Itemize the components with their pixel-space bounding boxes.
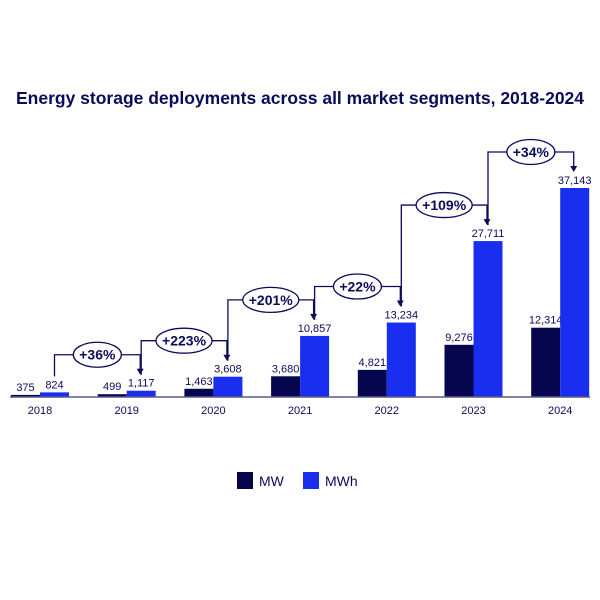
data-label-mwh-2024: 37,143 — [558, 175, 592, 187]
x-tick-label-2020: 2020 — [201, 405, 225, 417]
data-label-mwh-2022: 13,234 — [384, 310, 418, 322]
x-tick-label-2019: 2019 — [114, 405, 138, 417]
arrow-down-icon — [483, 219, 491, 226]
x-tick-label-2022: 2022 — [375, 405, 399, 417]
bar-mw-2020 — [184, 388, 214, 397]
legend-swatch-mwh — [303, 472, 319, 489]
bar-mw-2018 — [11, 394, 40, 397]
bar-mwh-2018 — [40, 392, 69, 397]
x-tick-label-2021: 2021 — [288, 405, 312, 417]
bar-mw-2022 — [357, 369, 387, 397]
growth-bubble-4 — [415, 191, 473, 219]
bar-mw-2019 — [97, 394, 127, 397]
arrow-down-icon — [136, 368, 144, 375]
growth-bubble-1 — [155, 327, 213, 354]
bar-mwh-2020 — [213, 376, 243, 397]
data-label-mw-2021: 3,680 — [272, 363, 300, 375]
data-label-mwh-2023: 27,711 — [472, 228, 505, 240]
x-tick-label-2024: 2024 — [548, 405, 572, 417]
bar-mw-2024 — [531, 327, 561, 397]
data-label-mwh-2021: 10,857 — [298, 323, 332, 335]
bar-mwh-2022 — [386, 322, 416, 397]
bar-mw-2023 — [444, 344, 474, 397]
growth-label-3: +22% — [339, 279, 376, 295]
arrow-down-icon — [223, 354, 231, 361]
growth-label-1: +223% — [162, 333, 207, 349]
legend-swatch-mw — [237, 472, 253, 489]
legend-label-mw: MW — [259, 472, 284, 489]
bar-mwh-2021 — [300, 335, 330, 397]
data-label-mw-2022: 4,821 — [359, 357, 387, 369]
bar-mwh-2019 — [126, 390, 156, 397]
growth-bubble-3 — [332, 273, 383, 300]
x-tick-label-2023: 2023 — [461, 405, 485, 417]
data-label-mwh-2019: 1,117 — [128, 378, 155, 390]
arrow-down-icon — [570, 166, 578, 172]
data-label-mw-2018: 375 — [16, 382, 34, 394]
legend-label-mwh: MWh — [325, 472, 358, 489]
growth-bubble-0 — [72, 341, 122, 368]
data-label-mwh-2018: 824 — [45, 379, 63, 391]
arrow-down-icon — [310, 313, 318, 320]
data-label-mw-2024: 12,314 — [529, 315, 563, 327]
legend-item-mw: MW — [237, 472, 284, 489]
chart-title: Energy storage deployments across all ma… — [15, 88, 585, 108]
data-label-mw-2019: 499 — [103, 381, 121, 393]
data-label-mw-2020: 1,463 — [185, 376, 213, 388]
data-label-mwh-2020: 3,608 — [214, 364, 242, 376]
x-tick-label-2018: 2018 — [28, 405, 52, 417]
legend-item-mwh: MWh — [303, 472, 358, 489]
bar-mwh-2023 — [473, 241, 503, 397]
growth-label-2: +201% — [249, 292, 294, 308]
growth-bubble-5 — [506, 138, 556, 166]
growth-label-4: +109% — [422, 197, 467, 213]
growth-label-0: +36% — [79, 347, 116, 363]
bar-mw-2021 — [271, 376, 301, 397]
growth-label-5: +34% — [513, 144, 550, 160]
arrow-down-icon — [396, 300, 404, 307]
data-label-mw-2023: 9,276 — [445, 332, 473, 344]
growth-bubble-2 — [242, 286, 300, 314]
bar-mwh-2024 — [560, 188, 590, 397]
